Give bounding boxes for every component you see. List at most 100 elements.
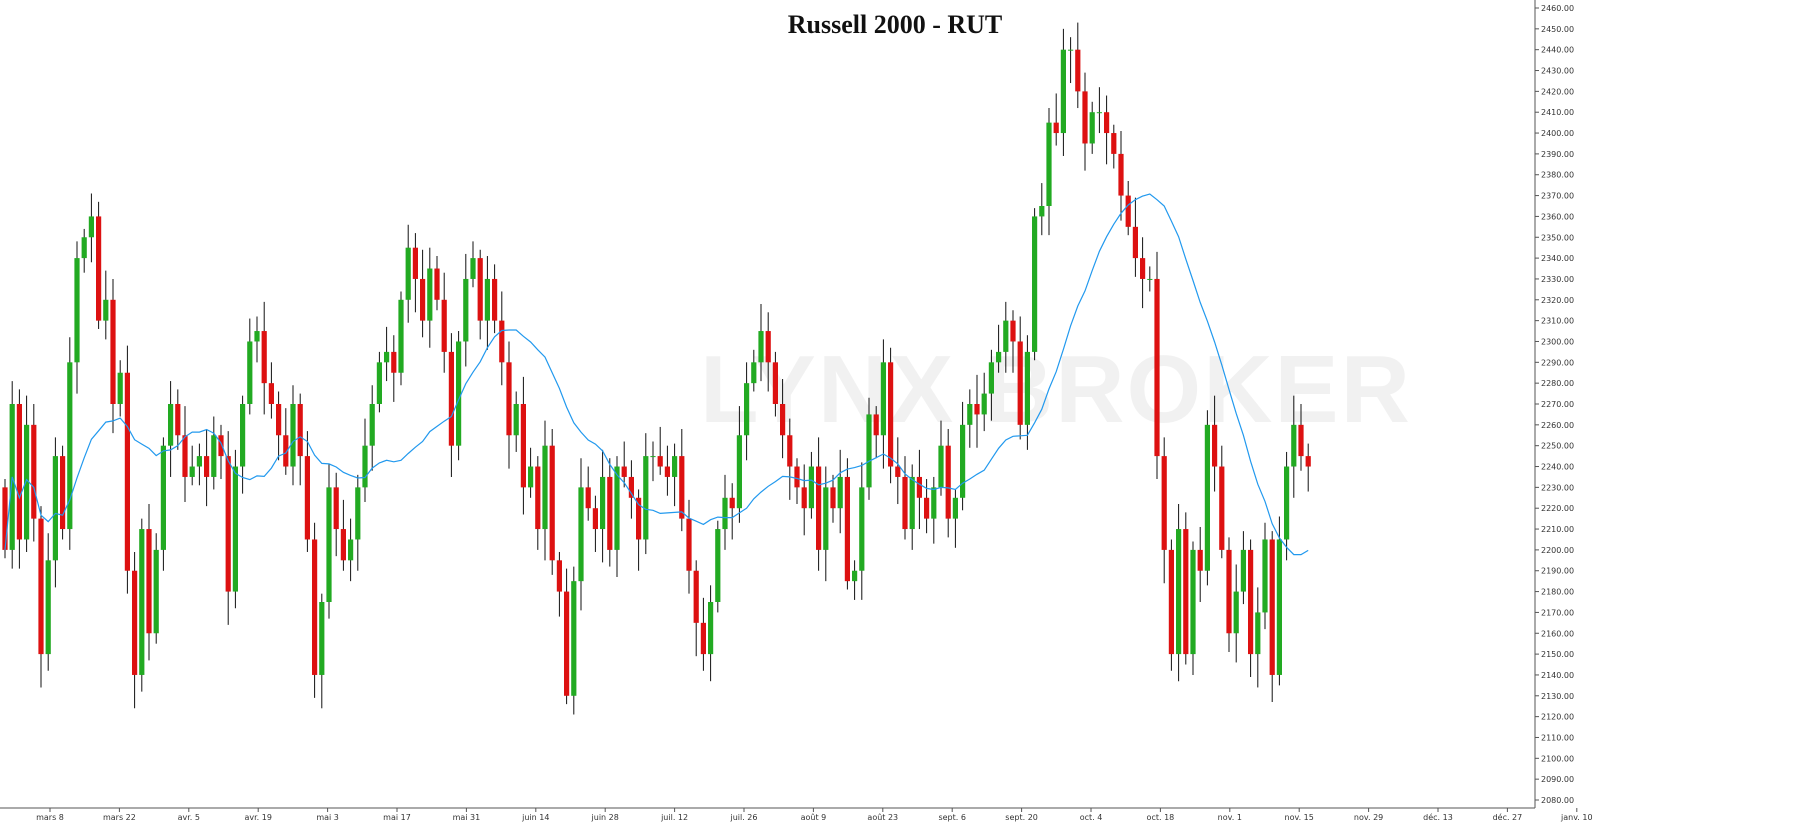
candle [643,433,649,555]
candle [1298,404,1304,471]
candle-body-up [1291,424,1297,467]
y-tick-label: 2430.00 [1541,67,1574,76]
candle-body-down [1226,549,1232,634]
candle [117,360,123,417]
y-tick-label: 2120.00 [1541,713,1574,722]
x-tick-label: sept. 6 [938,813,965,822]
candle-body-up [996,351,1002,363]
candle [556,551,562,617]
candle-body-down [340,529,346,561]
candle [290,385,296,486]
candle [549,429,555,575]
candle [571,566,577,715]
candle-body-down [1132,226,1138,259]
candle-body-down [218,435,224,457]
candle [448,333,454,477]
candle-body-up [1276,539,1282,675]
candle [283,408,289,475]
candle [124,345,130,594]
candle-body-up [1060,49,1066,134]
x-tick-label: avr. 5 [178,813,200,822]
candle-body-down [96,216,102,321]
candle [232,449,238,609]
x-tick-label: août 9 [801,813,827,822]
candle [585,466,591,521]
candle [16,389,22,569]
candle [420,249,426,338]
candle [319,593,325,709]
candle-body-up [362,445,368,488]
candle-body-down [729,497,735,509]
candle [1039,183,1045,236]
candle-body-up [837,476,843,509]
candle [1262,522,1268,630]
candle-body-up [1262,539,1268,613]
y-tick-label: 2230.00 [1541,483,1574,492]
candle [988,349,994,421]
candle-body-down [556,560,562,592]
candle-body-down [549,445,555,561]
x-tick-label: sept. 20 [1005,813,1038,822]
y-tick-label: 2340.00 [1541,254,1574,263]
y-tick-label: 2160.00 [1541,629,1574,638]
candle [1010,310,1016,373]
candle [1276,516,1282,686]
candle-body-down [1075,49,1081,92]
candle-body-down [1248,549,1254,655]
candle [952,489,958,548]
candle [88,193,94,263]
candle-body-down [1183,529,1189,655]
x-tick-label: juil. 26 [729,813,757,822]
candle [686,499,692,594]
candle-body-up [470,258,476,279]
candle [1118,130,1124,221]
candle-body-up [952,497,958,519]
candle [1161,437,1167,584]
candle-body-up [823,487,829,550]
candle-body-down [816,466,822,550]
candle-body-up [326,487,332,602]
candle-body-down [31,424,37,519]
candle [96,201,102,329]
candle-body-up [736,435,742,509]
candle [902,456,908,540]
candle [1248,539,1254,678]
y-axis: 2460.00 2450.00 2440.00 2430.00 2420.00 2410.… [1534,0,1574,808]
candle [1017,316,1023,440]
candle-body-up [1046,122,1052,206]
y-tick-label: 2220.00 [1541,504,1574,513]
candle-body-down [585,487,591,509]
candle [1154,251,1160,480]
candle-body-down [182,435,188,477]
candle [808,451,814,519]
x-tick-label: nov. 1 [1218,813,1242,822]
candle [600,449,606,563]
candle [276,391,282,461]
candle-body-down [16,404,22,540]
candle [636,489,642,571]
candle [996,324,1002,373]
candle [628,460,634,519]
y-tick-label: 2380.00 [1541,171,1574,180]
candle-body-down [283,435,289,467]
candle-body-down [794,466,800,488]
y-tick-label: 2370.00 [1541,192,1574,201]
candle-body-down [693,570,699,623]
candle [240,395,246,494]
candle-body-down [1212,424,1218,467]
candle [1024,335,1030,450]
candle-body-up [852,570,858,582]
candle-body-up [578,487,584,582]
candle-body-down [1010,320,1016,342]
candle-body-down [873,414,879,436]
candle-body-down [888,362,894,467]
candle [736,406,742,523]
candle-body-up [319,602,325,675]
candle-body-up [376,362,382,404]
candle-body-up [513,404,519,436]
candle [650,441,656,482]
candle [463,253,469,367]
candle-body-down [1168,549,1174,655]
candle [340,499,346,571]
